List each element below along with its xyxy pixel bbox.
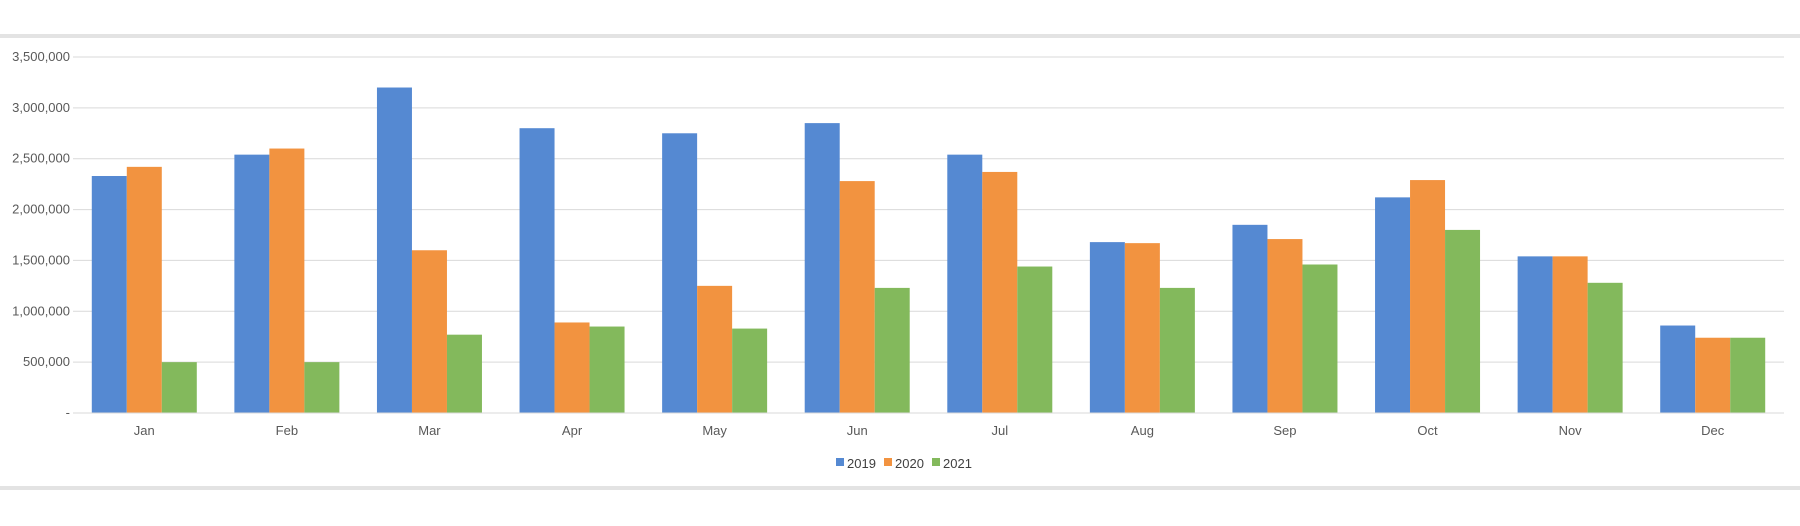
x-tick-label: Aug: [1131, 423, 1154, 438]
bar-2020-oct: [1410, 180, 1446, 413]
y-tick-label: 3,500,000: [12, 49, 70, 64]
bar-2019-dec: [1660, 325, 1696, 413]
bar-2021-oct: [1445, 229, 1481, 413]
bar-2021-jan: [161, 362, 197, 413]
bar-2020-nov: [1552, 256, 1588, 413]
y-tick-label: 2,000,000: [12, 202, 70, 217]
x-tick-label: Dec: [1701, 423, 1725, 438]
y-axis-ticks: - 500,000 1,000,000 1,500,000 2,000,000 2,500…: [12, 49, 70, 420]
legend-label-2020: 2020: [895, 456, 924, 471]
x-tick-label: Nov: [1559, 423, 1583, 438]
bar-2020-sep: [1267, 239, 1303, 413]
bar-2019-oct: [1375, 197, 1411, 413]
y-tick-label: 3,000,000: [12, 100, 70, 115]
bar-2020-apr: [554, 322, 590, 413]
x-tick-label: May: [702, 423, 727, 438]
bar-2020-dec: [1695, 337, 1731, 413]
bar-2019-jun: [804, 123, 840, 413]
bar-2021-jun: [874, 287, 910, 413]
bar-2019-aug: [1089, 242, 1125, 413]
bar-2019-mar: [376, 87, 412, 413]
legend-label-2021: 2021: [943, 456, 972, 471]
x-axis-ticks: Jan Feb Mar Apr May Jun Jul Aug Sep Oct Nov Dec: [134, 423, 1725, 438]
y-tick-label: 500,000: [23, 354, 70, 369]
bar-2019-may: [662, 133, 698, 414]
bar-2019-nov: [1517, 256, 1553, 413]
top-divider: [0, 34, 1800, 38]
legend: 2019 2020 2021: [836, 456, 972, 471]
bar-2020-jul: [982, 171, 1018, 413]
bar-2020-mar: [411, 250, 447, 413]
bar-2021-aug: [1159, 287, 1195, 413]
y-tick-label: 1,500,000: [12, 252, 70, 267]
bar-2019-jan: [91, 176, 127, 413]
bar-2021-mar: [446, 334, 482, 413]
bar-2020-feb: [269, 148, 305, 414]
bar-2020-jan: [126, 166, 162, 413]
bar-2020-may: [697, 285, 733, 413]
bar-2021-sep: [1302, 264, 1338, 413]
bar-2019-apr: [519, 128, 555, 413]
x-tick-label: Mar: [418, 423, 441, 438]
bar-2021-nov: [1587, 282, 1623, 413]
x-tick-label: Feb: [276, 423, 298, 438]
legend-swatch-2021: [932, 458, 940, 466]
y-tick-label: 1,000,000: [12, 303, 70, 318]
bar-2019-feb: [234, 154, 270, 413]
bar-2019-sep: [1232, 224, 1268, 413]
bar-2019-jul: [947, 154, 983, 413]
gridlines: [73, 56, 1784, 363]
bottom-divider: [0, 486, 1800, 490]
bar-2021-jul: [1017, 266, 1053, 413]
legend-label-2019: 2019: [847, 456, 876, 471]
x-tick-label: Apr: [562, 423, 583, 438]
x-tick-label: Sep: [1273, 423, 1296, 438]
bar-2021-apr: [589, 326, 625, 413]
bar-2020-aug: [1124, 243, 1160, 413]
legend-swatch-2019: [836, 458, 844, 466]
bar-2021-dec: [1730, 337, 1766, 413]
legend-swatch-2020: [884, 458, 892, 466]
x-tick-label: Oct: [1417, 423, 1438, 438]
x-tick-label: Jul: [991, 423, 1008, 438]
x-tick-label: Jun: [847, 423, 868, 438]
bar-2020-jun: [839, 181, 875, 413]
bars: [91, 87, 1766, 414]
bar-2021-may: [732, 328, 768, 413]
bar-2021-feb: [304, 362, 340, 413]
y-tick-label: -: [66, 405, 70, 420]
y-tick-label: 2,500,000: [12, 151, 70, 166]
x-tick-label: Jan: [134, 423, 155, 438]
